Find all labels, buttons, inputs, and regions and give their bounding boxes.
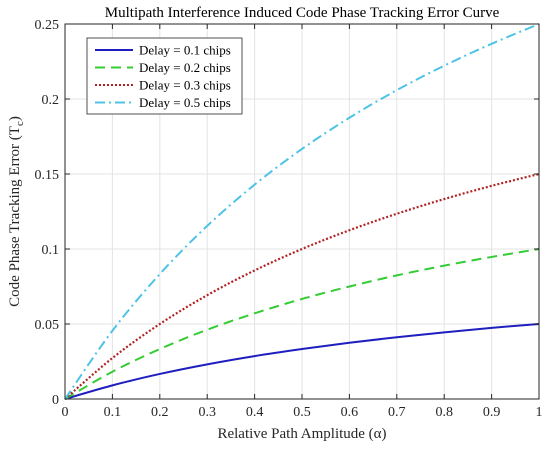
x-tick-label: 0.2	[151, 405, 169, 420]
series-group	[64, 23, 540, 400]
x-tick-label: 0.5	[293, 405, 311, 420]
y-axis-label: Code Phase Tracking Error (Tc)	[7, 116, 26, 307]
series-line-2	[64, 248, 540, 400]
y-tick-label: 0.25	[35, 18, 60, 33]
tick-labels: 0 0.1 0.2 0.3 0.4 0.5 0.6 0.7 0.8 0.9 1 0 0.05 0.1 0.1…	[35, 18, 543, 420]
tick-marks	[64, 23, 540, 400]
legend-label-4: Delay = 0.5 chips	[139, 95, 231, 110]
x-tick-label: 0	[62, 405, 69, 420]
y-tick-label: 0.2	[42, 93, 60, 108]
y-tick-label: 0.1	[42, 243, 60, 258]
legend-label-2: Delay = 0.2 chips	[139, 60, 231, 75]
y-axis-label-main: Code Phase Tracking Error (T	[7, 126, 23, 307]
legend-label-3: Delay = 0.3 chips	[139, 78, 231, 93]
legend: Delay = 0.1 chips Delay = 0.2 chips Delay …	[86, 37, 243, 115]
series-line-3	[64, 172, 540, 400]
series-line-1	[64, 323, 540, 400]
y-tick-label: 0.15	[35, 168, 60, 183]
x-axis-label: Relative Path Amplitude (α)	[217, 426, 386, 442]
x-tick-label: 0.6	[341, 405, 359, 420]
x-tick-label: 0.7	[388, 405, 406, 420]
x-tick-label: 0.3	[198, 405, 216, 420]
x-tick-label: 0.8	[435, 405, 453, 420]
legend-label-1: Delay = 0.1 chips	[139, 43, 231, 58]
y-axis-label-subscript: c	[14, 121, 26, 126]
y-axis-label-suffix: )	[7, 116, 23, 121]
y-tick-label: 0	[52, 393, 59, 408]
chart-title: Multipath Interference Induced Code Phas…	[105, 5, 500, 21]
x-tick-label: 0.9	[483, 405, 501, 420]
series-line-4	[64, 23, 540, 400]
y-tick-label: 0.05	[35, 318, 60, 333]
x-tick-label: 1	[536, 405, 543, 420]
x-tick-label: 0.1	[104, 405, 122, 420]
x-tick-label: 0.4	[246, 405, 264, 420]
